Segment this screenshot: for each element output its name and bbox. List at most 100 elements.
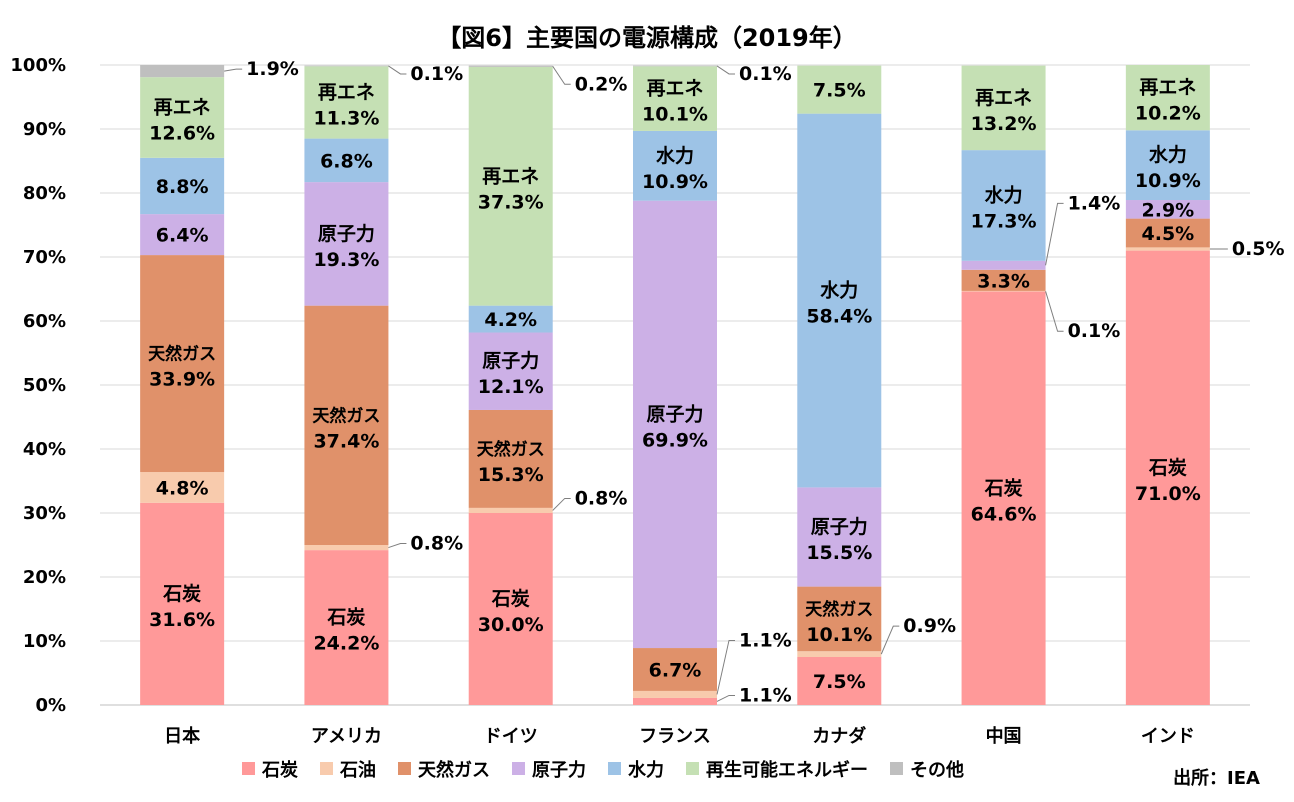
- legend-swatch: [242, 762, 255, 775]
- data-label: 30.0%: [478, 614, 544, 636]
- legend-label: 天然ガス: [418, 759, 490, 781]
- leader-line: [1045, 291, 1064, 332]
- data-label: 10.9%: [1135, 170, 1201, 192]
- data-label-name: 原子力: [646, 402, 703, 425]
- data-label-name: 水力: [820, 279, 858, 302]
- bar-segment: [1125, 130, 1210, 201]
- legend-label: 石油: [339, 759, 376, 781]
- bar-segment: [468, 65, 553, 67]
- data-label-name: 天然ガス: [805, 599, 873, 620]
- leader-line: [716, 639, 735, 695]
- bar-segment: [304, 66, 389, 139]
- y-tick-label: 20%: [23, 567, 66, 588]
- bar-segment: [468, 513, 553, 705]
- bar-segment: [140, 502, 225, 705]
- data-label: 0.1%: [1068, 320, 1121, 342]
- data-label: 37.3%: [478, 191, 544, 213]
- data-label: 69.9%: [642, 429, 708, 451]
- leader-line: [716, 694, 735, 702]
- leader-line: [552, 497, 571, 511]
- bar-segment: [468, 66, 553, 306]
- y-tick-label: 50%: [23, 375, 66, 396]
- leader-line: [1045, 202, 1064, 266]
- data-label: 71.0%: [1135, 483, 1201, 505]
- bar-segment: [1125, 218, 1210, 248]
- bar-segment: [468, 507, 553, 513]
- legend-swatch: [608, 762, 621, 775]
- bar-segment: [633, 690, 717, 698]
- data-label-name: 原子力: [482, 349, 539, 372]
- bar-segment: [633, 697, 717, 705]
- y-tick-label: 70%: [23, 247, 66, 268]
- data-label-name: 原子力: [318, 222, 375, 245]
- stacked-bars: 石炭 31.6% 4.8% 天然ガス 33.9% 6.4% 8.8% 再エネ 12.6% 1.9%…: [140, 58, 1285, 706]
- data-label: 10.9%: [642, 171, 708, 193]
- data-label: 1.1%: [739, 684, 792, 706]
- legend-label: 石炭: [261, 759, 298, 781]
- bar-segment: [140, 65, 225, 78]
- data-label-name: 再エネ: [646, 78, 703, 100]
- data-label: 0.8%: [575, 487, 628, 509]
- bar-segment: [633, 130, 717, 201]
- bar-segment: [797, 113, 882, 488]
- data-label: 0.9%: [903, 615, 956, 637]
- bar-segment: [797, 65, 882, 114]
- bar-segment: [633, 66, 717, 131]
- x-category-label: カナダ: [812, 725, 866, 747]
- y-tick-label: 100%: [10, 55, 66, 76]
- legend-swatch: [686, 762, 699, 775]
- legend-swatch: [398, 762, 411, 775]
- data-label: 7.5%: [813, 80, 866, 102]
- y-tick-label: 40%: [23, 439, 66, 460]
- data-label-name: 再エネ: [482, 165, 539, 187]
- legend-label: 水力: [628, 759, 664, 781]
- bar-segment: [1125, 200, 1210, 219]
- data-label: 11.3%: [313, 107, 379, 129]
- data-label: 10.1%: [806, 624, 872, 646]
- data-label: 0.5%: [1232, 238, 1285, 260]
- bar-segment: [468, 305, 553, 333]
- bar-segment: [797, 487, 882, 587]
- data-label: 3.3%: [977, 270, 1030, 292]
- data-label: 4.5%: [1142, 223, 1195, 245]
- data-label: 1.1%: [739, 629, 792, 651]
- data-label: 12.1%: [478, 376, 544, 398]
- data-label: 7.5%: [813, 671, 866, 693]
- bar-segment: [140, 255, 225, 473]
- bar-segment: [1125, 65, 1210, 131]
- data-label-name: 再エネ: [1139, 77, 1196, 99]
- legend: 石炭 石油 天然ガス 原子力 水力 再生可能エネルギー その他: [242, 759, 964, 781]
- bar-segment: [961, 260, 1046, 270]
- data-label-name: 水力: [985, 183, 1023, 206]
- data-label: 0.1%: [739, 63, 792, 85]
- legend-label: その他: [910, 759, 964, 781]
- y-tick-label: 80%: [23, 183, 66, 204]
- data-label: 4.2%: [484, 309, 537, 331]
- data-label-name: 天然ガス: [148, 344, 216, 365]
- data-label: 15.3%: [478, 464, 544, 486]
- bar-segment: [797, 657, 882, 705]
- data-label-name: 再エネ: [154, 96, 211, 118]
- y-tick-label: 90%: [23, 119, 66, 140]
- data-label-name: 石炭: [984, 477, 1023, 499]
- bar-segment: [468, 409, 553, 508]
- leader-line: [388, 543, 407, 549]
- source-note: 出所：IEA: [1173, 767, 1260, 789]
- data-label: 1.4%: [1068, 192, 1121, 214]
- data-label: 4.8%: [156, 477, 209, 499]
- data-label-name: 再エネ: [318, 81, 375, 103]
- data-label: 64.6%: [971, 503, 1037, 525]
- bar-segment: [961, 291, 1046, 705]
- bar-segment: [140, 214, 225, 256]
- y-tick-label: 0%: [35, 695, 66, 716]
- bar-segment: [961, 269, 1046, 291]
- data-label: 15.5%: [806, 542, 872, 564]
- chart-title: 【図6】主要国の電源構成（2019年）: [437, 24, 857, 52]
- data-label-name: 原子力: [811, 515, 868, 538]
- bar-segment: [797, 651, 882, 657]
- data-label: 10.2%: [1135, 103, 1201, 125]
- legend-swatch: [320, 762, 333, 775]
- data-label: 24.2%: [313, 633, 379, 655]
- data-label: 37.4%: [313, 430, 379, 452]
